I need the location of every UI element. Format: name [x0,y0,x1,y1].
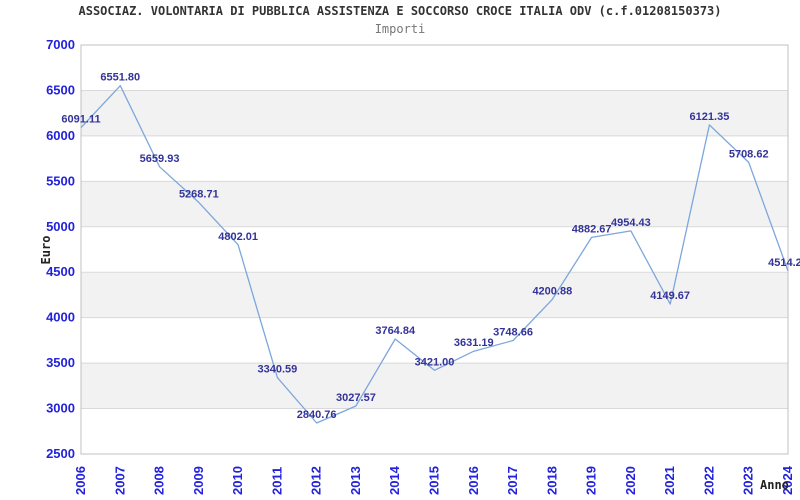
x-axis-title: Anno [760,478,789,492]
point-label: 5708.62 [729,148,769,160]
y-tick-label: 7000 [46,37,75,52]
point-label: 4954.43 [611,217,651,229]
y-tick-label: 5000 [46,219,75,234]
y-tick-label: 4000 [46,310,75,325]
x-tick-label: 2007 [112,466,127,495]
y-tick-label: 2500 [46,446,75,461]
x-tick-label: 2020 [623,466,638,495]
x-tick-label: 2017 [505,466,520,495]
x-tick-label: 2012 [309,466,324,495]
y-tick-label: 4500 [46,264,75,279]
point-label: 4882.67 [572,223,612,235]
point-label: 5268.71 [179,188,219,200]
x-tick-label: 2022 [701,466,716,495]
point-label: 6551.80 [100,72,140,84]
x-tick-label: 2011 [269,467,284,495]
point-label: 4200.88 [532,285,572,297]
plot-border [80,44,789,455]
x-tick-label: 2016 [466,466,481,495]
y-tick-label: 5500 [46,173,75,188]
data-line [80,85,789,424]
plot-band [81,90,788,136]
x-tick-label: 2009 [191,466,206,495]
x-tick-label: 2018 [544,466,559,495]
point-label: 3764.84 [375,325,416,337]
y-tick-label: 6000 [46,128,75,143]
chart-subtitle: Importi [374,22,426,36]
point-label: 3027.57 [336,392,376,404]
x-tick-label: 2023 [741,466,756,495]
plot-band [81,272,788,318]
point-label: 3421.00 [415,356,455,368]
x-tick-label: 2024 [780,465,795,495]
y-tick-label: 3000 [46,401,75,416]
x-tick-label: 2021 [662,466,677,495]
x-tick-label: 2010 [230,466,245,495]
chart-title: ASSOCIAZ. VOLONTARIA DI PUBBLICA ASSISTE… [78,4,722,18]
y-tick-label: 6500 [46,82,75,97]
x-tick-label: 2006 [73,466,88,495]
point-label: 6091.11 [61,114,100,126]
x-tick-label: 2014 [387,465,402,495]
x-tick-label: 2015 [427,466,442,495]
point-label: 3631.19 [454,337,494,349]
y-axis-title: Euro [39,236,53,265]
point-label: 2840.76 [297,409,337,421]
x-tick-label: 2013 [348,466,363,495]
point-label: 3748.66 [493,327,533,339]
point-label: 3340.59 [258,364,298,376]
plot-band [81,181,788,227]
point-label: 4514.20 [768,257,800,269]
x-tick-label: 2019 [584,466,599,495]
point-label: 5659.93 [140,153,180,165]
x-tick-label: 2008 [152,466,167,495]
y-tick-label: 3500 [46,355,75,370]
point-label: 4149.67 [650,290,690,302]
point-label: 6121.35 [690,111,730,123]
point-label: 4802.01 [218,231,258,243]
